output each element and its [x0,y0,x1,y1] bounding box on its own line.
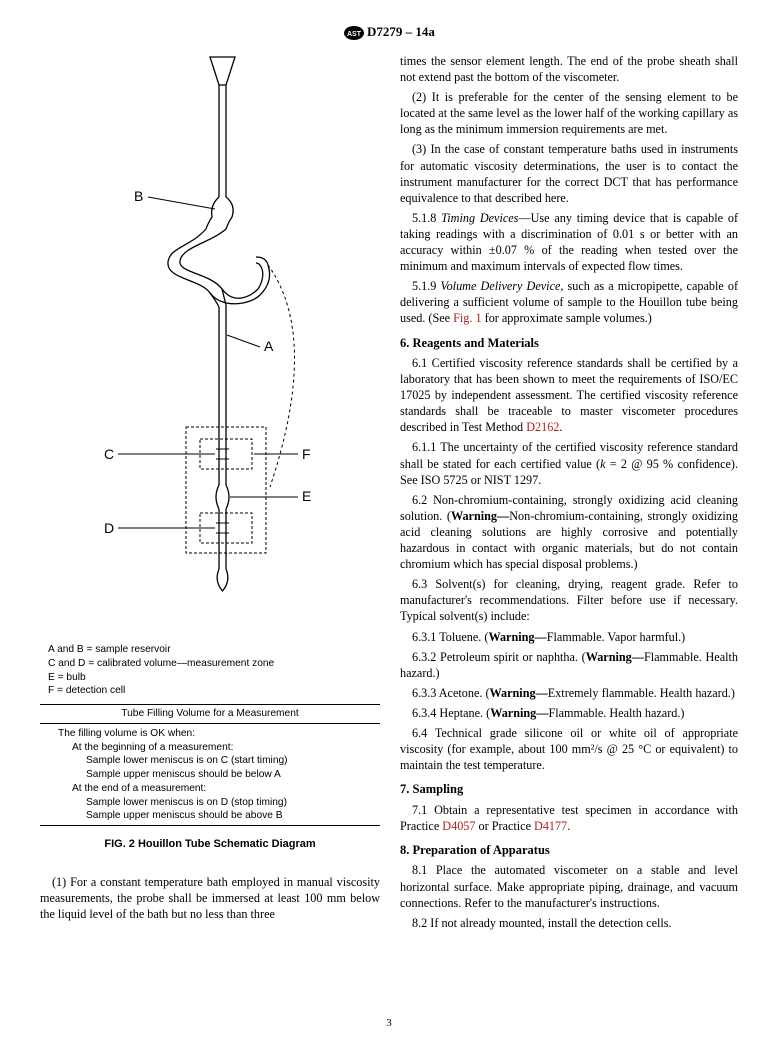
svg-text:B: B [134,188,143,204]
svg-text:AST: AST [347,31,362,38]
left-column: B A C D E F [40,53,380,935]
table-row: The filling volume is OK when: [40,727,380,741]
two-column-layout: B A C D E F [40,53,738,935]
svg-text:D: D [104,520,114,536]
astm-logo-icon: AST [343,25,365,41]
legend-line: A and B = sample reservoir [48,643,380,657]
table-row: At the beginning of a measurement: [40,741,380,755]
paragraph: (3) In the case of constant temperature … [400,141,738,205]
paragraph: 6.1 Certified viscosity reference standa… [400,355,738,435]
table-row: Sample lower meniscus is on C (start tim… [40,754,380,768]
standard-id: D7279 – 14a [367,24,435,39]
figure-caption: FIG. 2 Houillon Tube Schematic Diagram [40,838,380,850]
svg-text:E: E [302,488,311,504]
paragraph: 7.1 Obtain a representative test specime… [400,802,738,834]
paragraph: 8.1 Place the automated viscometer on a … [400,862,738,910]
paragraph: 8.2 If not already mounted, install the … [400,915,738,931]
page-number: 3 [0,1017,778,1029]
legend-line: E = bulb [48,671,380,685]
section-heading: 6. Reagents and Materials [400,335,738,352]
d4057-link[interactable]: D4057 [442,819,475,833]
svg-text:A: A [264,338,274,354]
houillon-tube-diagram: B A C D E F [50,47,370,637]
d2162-link[interactable]: D2162 [526,420,559,434]
svg-text:F: F [302,446,311,462]
paragraph: 6.1.1 The uncertainty of the certified v… [400,439,738,487]
svg-text:C: C [104,446,114,462]
table-row: Sample lower meniscus is on D (stop timi… [40,796,380,810]
legend-line: F = detection cell [48,684,380,698]
d4177-link[interactable]: D4177 [534,819,567,833]
paragraph: 5.1.8 Timing Devices—Use any timing devi… [400,210,738,274]
legend-line: C and D = calibrated volume—measurement … [48,657,380,671]
page-header: AST D7279 – 14a [40,24,738,41]
fig-1-link[interactable]: Fig. 1 [453,311,481,325]
paragraph: 6.2 Non-chromium-containing, strongly ox… [400,492,738,572]
table-row: Sample upper meniscus should be above B [40,809,380,823]
table-row: Sample upper meniscus should be below A [40,768,380,782]
paragraph: 6.3.1 Toluene. (Warning—Flammable. Vapor… [400,629,738,645]
paragraph: 6.3.4 Heptane. (Warning—Flammable. Healt… [400,705,738,721]
page: AST D7279 – 14a [0,0,778,1041]
table-row: At the end of a measurement: [40,782,380,796]
figure-container: B A C D E F [40,47,380,850]
paragraph: 6.3 Solvent(s) for cleaning, drying, rea… [400,576,738,624]
paragraph: 6.3.3 Acetone. (Warning—Extremely flamma… [400,685,738,701]
section-heading: 7. Sampling [400,781,738,798]
right-column: times the sensor element length. The end… [400,53,738,935]
section-heading: 8. Preparation of Apparatus [400,842,738,859]
paragraph: 6.3.2 Petroleum spirit or naphtha. (Warn… [400,649,738,681]
paragraph: times the sensor element length. The end… [400,53,738,85]
figure-legend: A and B = sample reservoir C and D = cal… [40,643,380,698]
paragraph: 5.1.9 Volume Delivery Device, such as a … [400,278,738,326]
paragraph: (1) For a constant temperature bath empl… [40,874,380,922]
figure-table: Tube Filling Volume for a Measurement Th… [40,704,380,826]
paragraph: (2) It is preferable for the center of t… [400,89,738,137]
figure-table-title: Tube Filling Volume for a Measurement [40,707,380,724]
paragraph: 6.4 Technical grade silicone oil or whit… [400,725,738,773]
